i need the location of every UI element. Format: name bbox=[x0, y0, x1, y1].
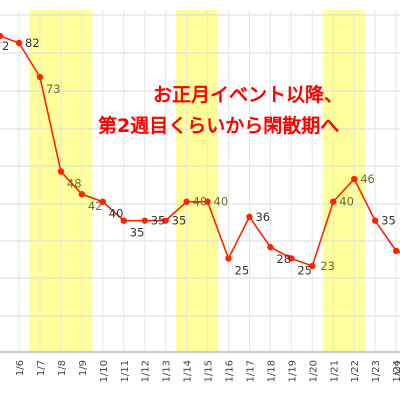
data-point-1-14 bbox=[183, 198, 190, 205]
x-axis-tick-labels: 1/6 1/7 1/8 1/9 1/10 1/11 1/12 1/13 1/14 1/15 1/16… bbox=[15, 360, 400, 382]
data-point-1-16 bbox=[225, 255, 232, 262]
x-tick-label: 1/24 bbox=[392, 360, 400, 382]
x-tick-label: 1/12 bbox=[141, 360, 152, 382]
data-point-1-13 bbox=[162, 217, 169, 224]
x-tick-label: 1/8 bbox=[57, 360, 68, 376]
data-point-1-9 bbox=[78, 190, 86, 198]
data-point-1-24 bbox=[392, 247, 400, 255]
data-label-1-16: 25 bbox=[235, 263, 250, 277]
data-point-1-7 bbox=[36, 73, 44, 81]
x-tick-label: 1/21 bbox=[329, 360, 340, 382]
data-point-1-19 bbox=[288, 255, 295, 262]
x-tick-label: 1/16 bbox=[225, 360, 236, 382]
data-label-1-8: 48 bbox=[67, 177, 82, 191]
x-tick-label: 1/22 bbox=[350, 360, 361, 382]
series-line-segment bbox=[0, 35, 20, 44]
x-tick-label: 1/6 bbox=[15, 360, 26, 376]
x-tick-label: 1/15 bbox=[204, 360, 215, 382]
weekend-band-2 bbox=[176, 10, 219, 352]
data-label-1-11: 35 bbox=[130, 226, 145, 240]
data-label-1-7: 73 bbox=[46, 82, 61, 96]
chart-series bbox=[0, 32, 400, 270]
data-point-1-23 bbox=[371, 217, 379, 224]
data-label-1-13: 35 bbox=[172, 214, 187, 228]
x-tick-label: 1/11 bbox=[120, 360, 131, 382]
x-tick-label: 1/20 bbox=[308, 360, 319, 382]
data-point-1-8 bbox=[57, 168, 65, 175]
x-tick-label: 1/13 bbox=[162, 360, 173, 382]
data-label-1-15: 40 bbox=[214, 195, 229, 209]
data-label-1-10: 40 bbox=[109, 207, 124, 221]
data-point-1-12 bbox=[141, 217, 148, 224]
x-tick-label: 1/9 bbox=[78, 360, 89, 376]
x-tick-label: 1/17 bbox=[245, 360, 256, 382]
data-label-1-21: 40 bbox=[339, 195, 354, 209]
data-label-clipped: 2 bbox=[2, 39, 9, 53]
x-tick-label: 1/19 bbox=[287, 360, 298, 382]
data-point-1-20 bbox=[309, 262, 316, 270]
data-label-1-9: 42 bbox=[88, 199, 103, 213]
data-label-1-23: 35 bbox=[381, 214, 396, 228]
x-tick-label: 1/23 bbox=[371, 360, 382, 382]
data-label-1-18: 28 bbox=[276, 252, 291, 266]
data-point-1-17 bbox=[246, 213, 253, 221]
x-tick-label: 1/10 bbox=[99, 360, 110, 382]
data-labels: 8273484240353535404025362825404635272522… bbox=[2, 36, 396, 277]
data-label-1-14: 40 bbox=[193, 195, 208, 209]
data-label-1-12: 35 bbox=[151, 214, 166, 228]
data-label-1-19: 25 bbox=[297, 263, 312, 277]
data-point-1-15 bbox=[204, 198, 211, 205]
x-tick-label: 1/14 bbox=[183, 360, 194, 382]
data-label-extra: 23 bbox=[320, 259, 335, 273]
data-point-1-22 bbox=[351, 175, 358, 183]
data-point-1-21 bbox=[330, 198, 337, 205]
annotation-line-1: お正月イベント以降、 bbox=[153, 84, 344, 106]
data-point-1-10 bbox=[99, 198, 107, 205]
chart-gridlines bbox=[0, 10, 400, 353]
data-point-1-18 bbox=[267, 243, 274, 251]
weekend-band-3 bbox=[322, 10, 365, 352]
x-tick-label: 1/18 bbox=[266, 360, 277, 382]
x-tick-label: 1/2 bbox=[394, 360, 400, 376]
data-label-1-17: 36 bbox=[255, 210, 270, 224]
data-label-1-22: 46 bbox=[360, 172, 375, 186]
annotation-line-2: 第2週目くらいから閑散期へ bbox=[98, 115, 340, 137]
data-point-1-11 bbox=[120, 217, 127, 224]
x-tick-label: 1/7 bbox=[36, 360, 47, 376]
data-label-1-6: 82 bbox=[25, 36, 40, 50]
